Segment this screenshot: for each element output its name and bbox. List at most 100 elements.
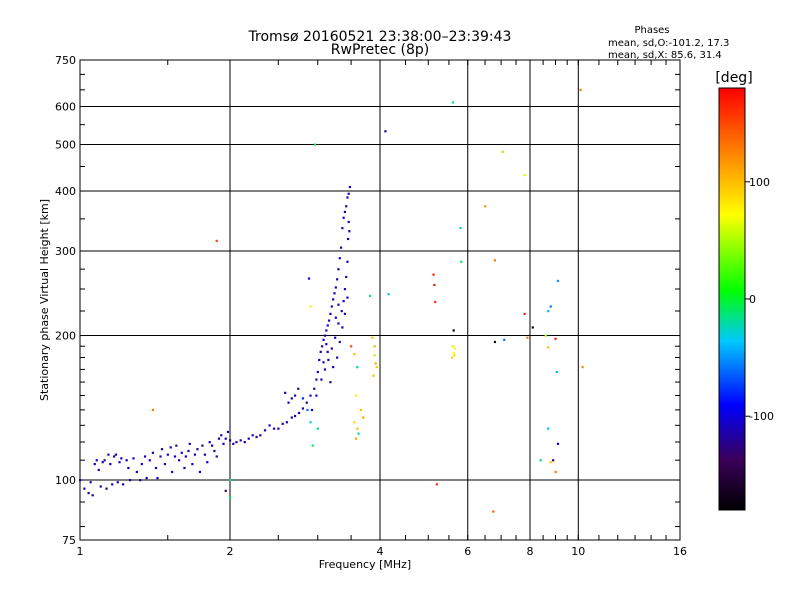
data-point [141, 463, 143, 465]
data-point [146, 477, 148, 479]
x-axis-label: Frequency [MHz] [319, 558, 411, 571]
data-point [132, 457, 134, 459]
data-point [550, 305, 552, 307]
data-point [452, 345, 454, 347]
data-point [309, 395, 311, 397]
data-point [554, 338, 556, 340]
data-point [451, 356, 453, 358]
data-point [554, 471, 556, 473]
data-point [204, 454, 206, 456]
y-tick-label: 100 [55, 474, 76, 487]
data-point [360, 409, 362, 411]
data-point [314, 144, 316, 146]
data-point [175, 445, 177, 447]
data-point [222, 443, 224, 445]
data-point [206, 461, 208, 463]
data-point [259, 434, 261, 436]
data-point [235, 441, 237, 443]
data-point [453, 329, 455, 331]
data-point [327, 359, 329, 361]
data-point [492, 510, 494, 512]
data-point [92, 494, 94, 496]
data-point [372, 375, 374, 377]
data-point [353, 353, 355, 355]
data-point [109, 463, 111, 465]
data-point [201, 445, 203, 447]
data-point [118, 461, 120, 463]
data-point [152, 452, 154, 454]
data-point [181, 452, 183, 454]
data-point [308, 277, 310, 279]
y-tick-label: 200 [55, 330, 76, 343]
data-point [331, 347, 333, 349]
data-point [311, 409, 313, 411]
data-point [187, 450, 189, 452]
data-point [209, 441, 211, 443]
data-point [331, 305, 333, 307]
data-point [264, 429, 266, 431]
data-point [346, 297, 348, 299]
data-point [315, 395, 317, 397]
data-point [213, 450, 215, 452]
data-point [211, 445, 213, 447]
colorbar [719, 88, 745, 510]
data-point [229, 496, 231, 498]
data-point [356, 366, 358, 368]
data-point [284, 392, 286, 394]
data-point [320, 378, 322, 380]
y-tick-label: 75 [62, 534, 76, 547]
data-point [327, 324, 329, 326]
data-point [216, 455, 218, 457]
data-point [318, 359, 320, 361]
data-point [294, 415, 296, 417]
data-point [313, 388, 315, 390]
data-point [117, 481, 119, 483]
data-point [174, 455, 176, 457]
data-point [321, 345, 323, 347]
data-point [343, 217, 345, 219]
data-point [337, 304, 339, 306]
data-point [178, 459, 180, 461]
data-point [161, 448, 163, 450]
data-point [556, 371, 558, 373]
y-axis-ticks: 75 100 200 300 400 500 600 750 [55, 54, 680, 547]
colorbar-label: [deg] [715, 70, 752, 86]
data-point [348, 230, 350, 232]
data-point [122, 483, 124, 485]
data-point [356, 428, 358, 430]
data-point [105, 488, 107, 490]
data-point [453, 354, 455, 356]
data-point [333, 292, 335, 294]
data-point [362, 416, 364, 418]
y-axis-label: Stationary phase Virtual Height [km] [38, 199, 51, 401]
data-point [336, 356, 338, 358]
data-point [532, 326, 534, 328]
data-point [339, 257, 341, 259]
data-point [341, 310, 343, 312]
data-point [255, 436, 257, 438]
data-point [102, 461, 104, 463]
data-point [291, 416, 293, 418]
data-point [127, 467, 129, 469]
data-point [327, 351, 329, 353]
data-point [325, 343, 327, 345]
x-tick-label: 2 [227, 545, 234, 558]
data-point [156, 477, 158, 479]
data-point [297, 388, 299, 390]
data-point [96, 459, 98, 461]
data-point [196, 448, 198, 450]
data-point [152, 409, 154, 411]
data-point [434, 301, 436, 303]
data-point [552, 459, 554, 461]
data-point [309, 305, 311, 307]
data-point [334, 337, 336, 339]
data-point [547, 428, 549, 430]
data-point [306, 402, 308, 404]
data-point [325, 329, 327, 331]
data-point [526, 337, 528, 339]
data-point [171, 471, 173, 473]
x-tick-label: 10 [571, 545, 585, 558]
data-point [582, 366, 584, 368]
data-point [459, 227, 461, 229]
data-point [139, 479, 141, 481]
